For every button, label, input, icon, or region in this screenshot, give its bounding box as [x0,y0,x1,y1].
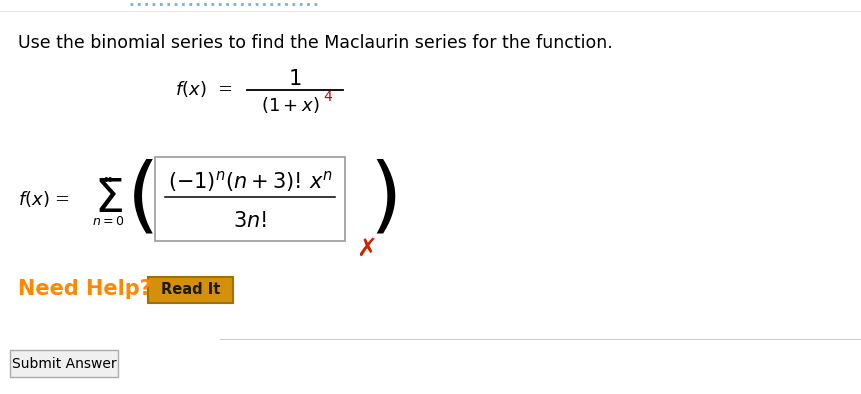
Text: $($: $($ [126,159,154,239]
Text: $\infty$: $\infty$ [102,173,114,186]
Text: Need Help?: Need Help? [18,279,152,299]
Text: $1$: $1$ [288,69,301,89]
Text: Use the binomial series to find the Maclaurin series for the function.: Use the binomial series to find the Macl… [18,34,612,52]
Text: $(-1)^n(n+3)!\,x^n$: $(-1)^n(n+3)!\,x^n$ [167,169,332,193]
Text: ✗: ✗ [356,237,377,261]
Text: $)$: $)$ [369,159,396,239]
Text: Read It: Read It [161,282,220,297]
Text: $f(x)$  =: $f(x)$ = [175,79,232,99]
Text: $3n!$: $3n!$ [232,211,267,231]
Text: $n = 0$: $n = 0$ [92,214,124,227]
FancyBboxPatch shape [148,277,232,303]
Text: $\Sigma$: $\Sigma$ [94,177,122,222]
Text: Submit Answer: Submit Answer [12,357,116,370]
Text: $4$: $4$ [323,90,332,104]
FancyBboxPatch shape [10,350,118,377]
Bar [155,157,344,241]
Text: $(1 + x)$: $(1 + x)$ [260,95,319,115]
Text: $f(x)$ =: $f(x)$ = [18,189,70,209]
